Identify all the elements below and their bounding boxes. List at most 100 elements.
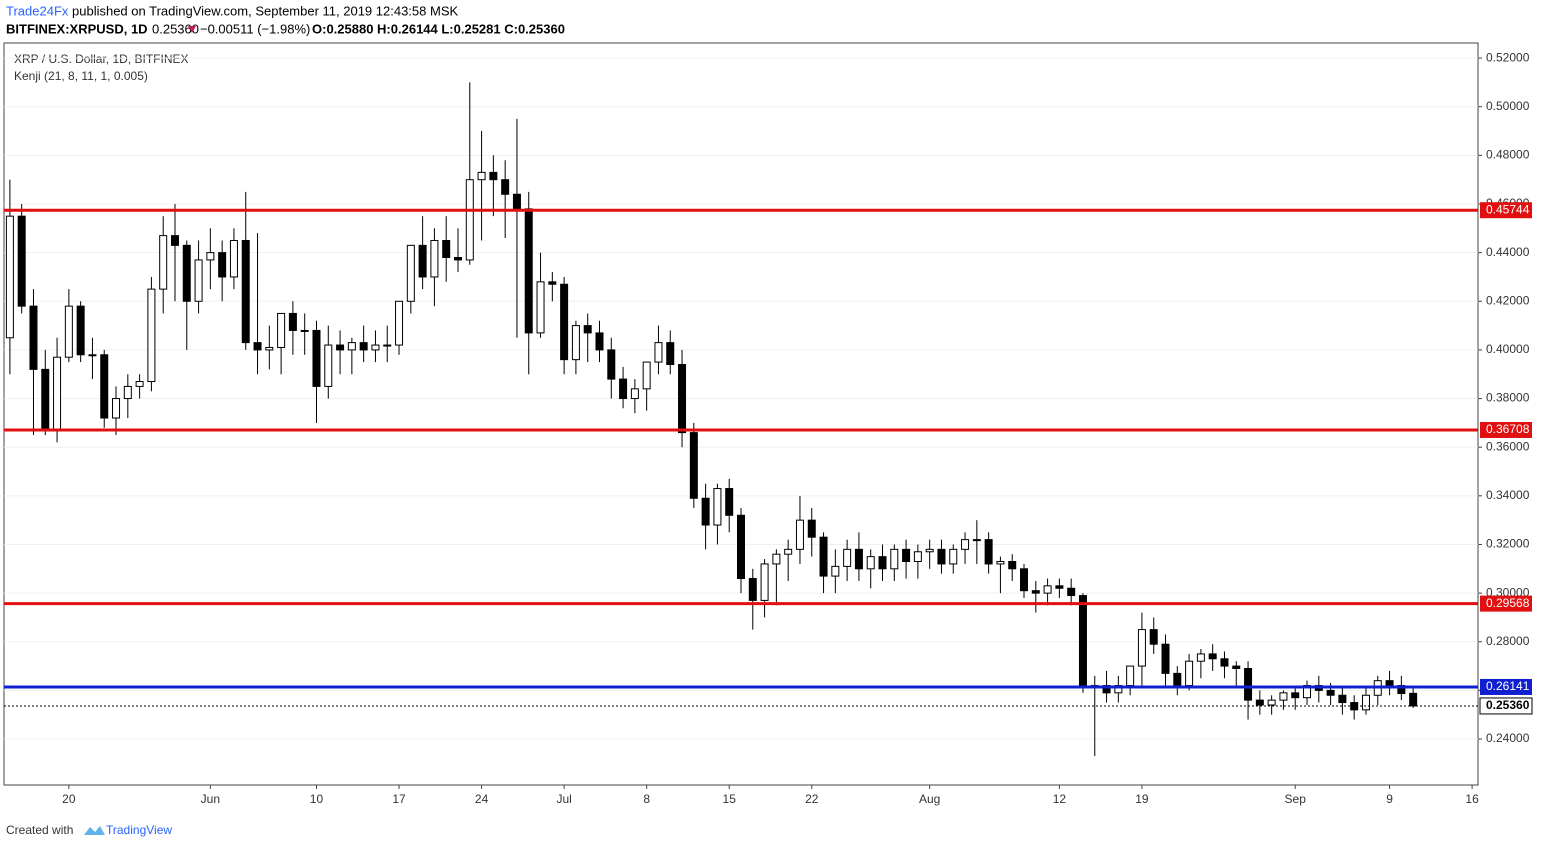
candle-body: [1279, 692, 1288, 701]
candle-body: [1185, 660, 1194, 687]
candle-body: [536, 281, 545, 334]
candle-body: [88, 354, 97, 357]
x-tick-label: 9: [1386, 792, 1393, 806]
candle-body: [1126, 665, 1135, 687]
candle-body: [1078, 595, 1087, 689]
candle-body: [642, 361, 651, 390]
y-tick-label: 0.36000: [1486, 439, 1530, 453]
level-label: 0.29568: [1486, 596, 1530, 610]
y-tick-label: 0.40000: [1486, 342, 1530, 356]
candle-body: [1196, 653, 1205, 662]
candle-body: [701, 497, 710, 526]
level-tag: [1480, 421, 1532, 438]
candle-body: [1031, 590, 1040, 594]
candle-body: [713, 488, 722, 526]
candle-body: [41, 368, 50, 431]
candle-body: [854, 548, 863, 570]
candle-body: [347, 342, 356, 351]
candle-body: [489, 171, 498, 181]
candle-body: [182, 244, 191, 302]
last-price-tag: [1479, 697, 1533, 715]
candle-body: [29, 305, 38, 370]
candle-body: [1326, 689, 1335, 696]
candle-body: [229, 239, 238, 278]
x-tick-label: 10: [310, 792, 324, 806]
candle-body: [453, 257, 462, 261]
y-tick-label: 0.42000: [1486, 293, 1530, 307]
candle-body: [595, 332, 604, 351]
candle-body: [630, 388, 639, 400]
candle-body: [878, 556, 887, 570]
y-tick-label: 0.34000: [1486, 488, 1530, 502]
candle-body: [560, 283, 569, 361]
candle-body: [465, 179, 474, 261]
candle-body: [843, 548, 852, 567]
candle-body: [477, 171, 486, 181]
candle-body: [159, 235, 168, 290]
x-tick-label: Sep: [1285, 792, 1307, 806]
candle-body: [772, 553, 781, 565]
last: 0.25360: [152, 21, 199, 36]
level-tag: [1480, 202, 1532, 219]
candle-body: [961, 539, 970, 550]
candle-body: [937, 548, 946, 565]
down-arrow: [188, 26, 196, 33]
x-tick-label: 17: [392, 792, 406, 806]
candle-body: [902, 548, 911, 563]
candle-body: [831, 565, 840, 577]
candle-body: [170, 235, 179, 246]
x-tick-label: 20: [62, 792, 76, 806]
candle-body: [524, 208, 533, 334]
candle-body: [371, 344, 380, 351]
candle-body: [1137, 629, 1146, 667]
candle-body: [218, 252, 227, 278]
candle-body: [147, 288, 156, 383]
candle-body: [1267, 699, 1276, 706]
logo: [84, 826, 105, 835]
candle-body: [100, 354, 109, 419]
plot-frame: [3, 42, 1479, 786]
candle-body: [241, 239, 250, 344]
x-tick-label: Jun: [201, 792, 220, 806]
candle-body: [324, 344, 333, 387]
candle-body: [501, 179, 510, 195]
x-tick-label: 22: [805, 792, 819, 806]
y-tick-label: 0.44000: [1486, 245, 1530, 259]
candle-body: [1020, 568, 1029, 592]
candle-body: [406, 244, 415, 302]
x-tick-label: 8: [643, 792, 650, 806]
candle-body: [737, 514, 745, 580]
footer-brand[interactable]: TradingView: [106, 823, 172, 837]
candle-body: [619, 378, 628, 400]
candle-body: [795, 519, 804, 550]
publisher[interactable]: Trade24Fx: [6, 3, 69, 18]
candle-body: [418, 244, 427, 278]
y-tick-label: 0.52000: [1486, 50, 1530, 64]
candle-body: [512, 193, 521, 210]
y-tick-label: 0.50000: [1486, 99, 1530, 113]
candle-body: [913, 551, 922, 563]
candle-body: [784, 548, 793, 555]
candle-body: [571, 325, 580, 361]
candle-body: [265, 346, 274, 351]
y-tick-label: 0.48000: [1486, 148, 1530, 162]
candle-body: [206, 252, 215, 261]
level-label: 0.26141: [1486, 679, 1530, 693]
candle-body: [819, 536, 828, 577]
candle-body: [925, 548, 934, 553]
candle-body: [395, 300, 404, 346]
candle-body: [277, 312, 286, 348]
change: −0.00511 (−1.98%): [200, 21, 310, 36]
y-tick-label: 0.24000: [1486, 731, 1530, 745]
candle-body: [1043, 585, 1052, 594]
candle-body: [17, 215, 26, 307]
candle-body: [5, 215, 14, 339]
candle-body: [430, 239, 439, 278]
candle-body: [583, 325, 592, 334]
candle-body: [949, 548, 958, 565]
candle-body: [678, 364, 687, 434]
candle-body: [1055, 585, 1064, 589]
candle-body: [866, 556, 875, 570]
candle-body: [76, 305, 85, 356]
candle-body: [64, 305, 73, 358]
